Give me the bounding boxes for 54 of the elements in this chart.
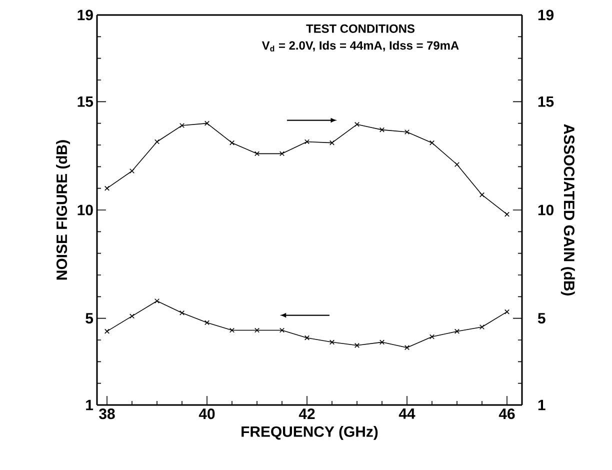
point xyxy=(179,310,185,316)
point xyxy=(454,162,460,168)
annotation: V$_{d}$ = 2.0V, Ids = 44mA, Idss = 79mA xyxy=(262,40,459,52)
y-tick-label: 19 xyxy=(78,10,93,20)
annotation: TEST CONDITIONS xyxy=(306,24,414,33)
point xyxy=(204,320,210,326)
y2-tick-label: 15 xyxy=(538,96,554,107)
point xyxy=(454,328,460,334)
point xyxy=(179,122,185,128)
point xyxy=(354,122,360,127)
y-axis-title: NOISE FIGURE (dB) xyxy=(56,140,70,280)
point xyxy=(279,328,285,333)
y-tick-label: 1 xyxy=(86,400,94,410)
point xyxy=(254,151,260,156)
point xyxy=(204,120,210,126)
x-axis-title: FREQUENCY (GHz) xyxy=(242,426,378,440)
point xyxy=(304,335,310,340)
y-tick-label: 5 xyxy=(86,313,94,324)
point xyxy=(429,334,435,340)
point xyxy=(104,328,110,334)
point xyxy=(429,140,435,146)
x-tick-label: 38 xyxy=(99,408,115,420)
point xyxy=(479,192,485,198)
point xyxy=(329,140,335,146)
y2-tick-label: 10 xyxy=(538,204,554,216)
point xyxy=(379,340,385,345)
x-tick-label: 42 xyxy=(298,408,315,419)
point xyxy=(279,151,285,156)
point xyxy=(154,298,160,304)
x-tick-label: 46 xyxy=(498,408,515,420)
x-tick-label: 40 xyxy=(198,408,215,420)
point xyxy=(154,139,160,144)
x-tick-label: 44 xyxy=(398,408,416,419)
point xyxy=(479,324,485,330)
y2-axis-title: ASSOCIATED GAIN (dB) xyxy=(560,124,575,296)
point xyxy=(379,127,385,132)
point xyxy=(229,140,235,146)
point xyxy=(229,328,235,333)
point xyxy=(129,168,135,174)
point xyxy=(504,212,510,217)
point xyxy=(104,186,110,191)
point xyxy=(329,340,335,345)
point xyxy=(404,345,410,350)
y2-tick-label: 1 xyxy=(538,400,546,410)
y2-tick-label: 19 xyxy=(538,10,554,20)
point xyxy=(129,314,135,319)
y2-tick-label: 5 xyxy=(538,313,546,324)
point xyxy=(354,342,360,348)
point xyxy=(254,328,260,333)
point xyxy=(504,309,510,314)
point xyxy=(404,129,410,135)
y-tick-label: 10 xyxy=(78,204,93,216)
point xyxy=(304,139,310,144)
y-tick-label: 15 xyxy=(78,96,94,107)
